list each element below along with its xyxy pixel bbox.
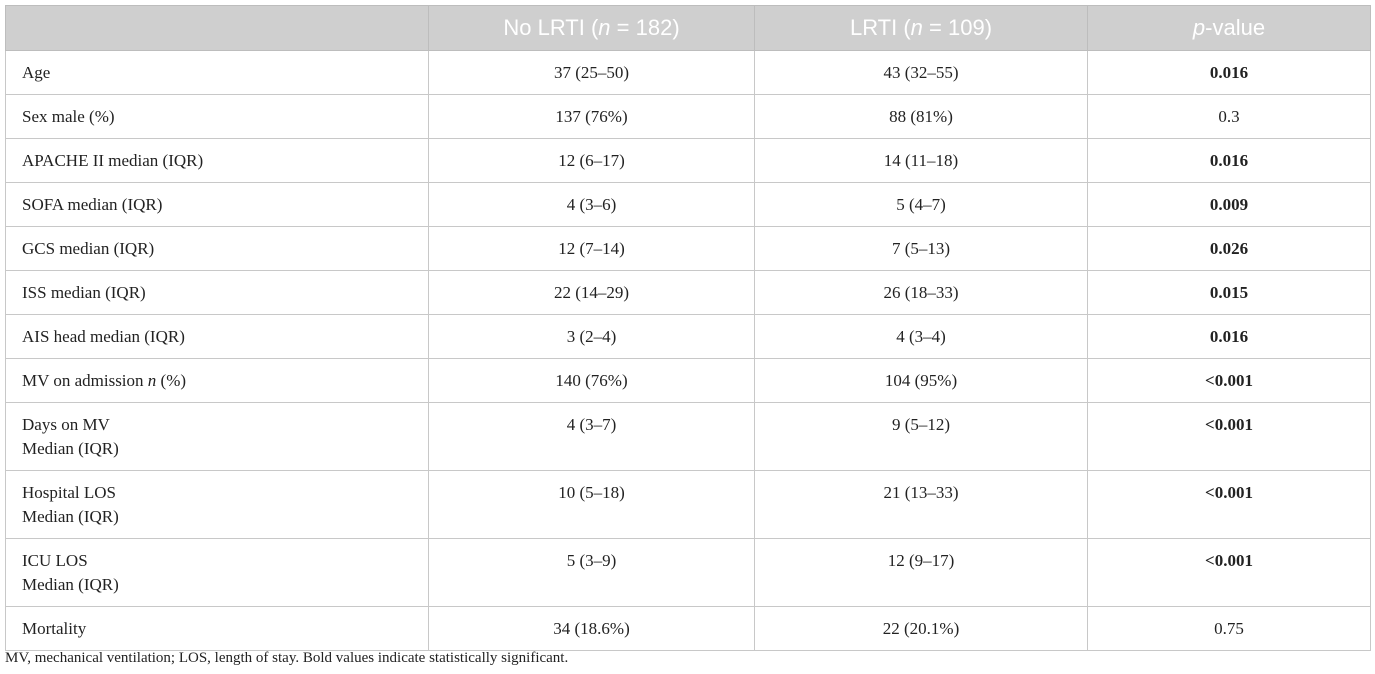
lrti-value: 43 (32–55)	[754, 50, 1088, 95]
table-row: SOFA median (IQR) 4 (3–6) 5 (4–7) 0.009	[5, 182, 1371, 227]
p-value: <0.001	[1087, 538, 1371, 607]
row-label-cell: Mortality	[5, 606, 429, 651]
row-label: Sex male (%)	[22, 107, 115, 126]
p-value: <0.001	[1087, 358, 1371, 403]
header-text: = 109)	[922, 15, 993, 40]
row-label: Median (IQR)	[22, 575, 119, 594]
table-row: Days on MV Median (IQR) 4 (3–7) 9 (5–12) <0.…	[5, 402, 1371, 471]
p-value: 0.016	[1087, 314, 1371, 359]
header-cell-p-value: p-value	[1087, 5, 1371, 51]
header-cell-lrti: LRTI (n = 109)	[754, 5, 1088, 51]
table-row: MV on admission n (%) 140 (76%) 104 (95%) <…	[5, 358, 1371, 403]
table-footnote: MV, mechanical ventilation; LOS, length …	[5, 650, 569, 666]
table-row: Hospital LOS Median (IQR) 10 (5–18) 21 (13–…	[5, 470, 1371, 539]
no-lrti-value: 4 (3–6)	[428, 182, 755, 227]
row-label-cell: Hospital LOS Median (IQR)	[5, 470, 429, 539]
row-label: APACHE II median (IQR)	[22, 151, 204, 170]
p-value: 0.016	[1087, 138, 1371, 183]
table-row: Mortality 34 (18.6%) 22 (20.1%) 0.75	[5, 606, 1371, 651]
lrti-value: 14 (11–18)	[754, 138, 1088, 183]
row-label: GCS median (IQR)	[22, 239, 155, 258]
table-body: Age 37 (25–50) 43 (32–55) 0.016 Sex male (%)…	[5, 50, 1371, 651]
row-label: Age	[22, 63, 51, 82]
row-label: ISS median (IQR)	[22, 283, 146, 302]
row-label: Hospital LOS	[22, 483, 116, 502]
row-label-cell: Sex male (%)	[5, 94, 429, 139]
lrti-value: 4 (3–4)	[754, 314, 1088, 359]
row-label-cell: GCS median (IQR)	[5, 226, 429, 271]
header-text: -value	[1205, 15, 1266, 40]
p-value: 0.3	[1087, 94, 1371, 139]
row-label: ICU LOS	[22, 551, 88, 570]
row-label-cell: AIS head median (IQR)	[5, 314, 429, 359]
row-label-cell: APACHE II median (IQR)	[5, 138, 429, 183]
lrti-value: 5 (4–7)	[754, 182, 1088, 227]
no-lrti-value: 10 (5–18)	[428, 470, 755, 539]
table-row: Age 37 (25–50) 43 (32–55) 0.016	[5, 50, 1371, 95]
header-cell-label	[5, 5, 429, 51]
lrti-value: 21 (13–33)	[754, 470, 1088, 539]
no-lrti-value: 140 (76%)	[428, 358, 755, 403]
header-text: LRTI (	[849, 15, 911, 40]
table-row: AIS head median (IQR) 3 (2–4) 4 (3–4) 0.016	[5, 314, 1371, 359]
table-row: ISS median (IQR) 22 (14–29) 26 (18–33) 0.01…	[5, 270, 1371, 315]
lrti-value: 22 (20.1%)	[754, 606, 1088, 651]
row-label-cell: ICU LOS Median (IQR)	[5, 538, 429, 607]
no-lrti-value: 137 (76%)	[428, 94, 755, 139]
header-italic: p	[1192, 15, 1206, 40]
header-italic: n	[910, 15, 923, 40]
no-lrti-value: 5 (3–9)	[428, 538, 755, 607]
no-lrti-value: 3 (2–4)	[428, 314, 755, 359]
row-label-cell: MV on admission n (%)	[5, 358, 429, 403]
row-label: Mortality	[22, 619, 87, 638]
table-header-row: No LRTI (n = 182) LRTI (n = 109) p-value	[5, 5, 1371, 51]
row-label-cell: ISS median (IQR)	[5, 270, 429, 315]
row-label: Days on MV	[22, 415, 110, 434]
row-label: Median (IQR)	[22, 439, 119, 458]
lrti-value: 88 (81%)	[754, 94, 1088, 139]
p-value: 0.015	[1087, 270, 1371, 315]
data-table: No LRTI (n = 182) LRTI (n = 109) p-value…	[5, 5, 1371, 651]
no-lrti-value: 22 (14–29)	[428, 270, 755, 315]
row-label-cell: Age	[5, 50, 429, 95]
row-label: MV on admission n (%)	[22, 371, 187, 390]
table-row: ICU LOS Median (IQR) 5 (3–9) 12 (9–17) <0.00…	[5, 538, 1371, 607]
p-value: 0.026	[1087, 226, 1371, 271]
row-label-cell: SOFA median (IQR)	[5, 182, 429, 227]
no-lrti-value: 34 (18.6%)	[428, 606, 755, 651]
row-label-cell: Days on MV Median (IQR)	[5, 402, 429, 471]
no-lrti-value: 4 (3–7)	[428, 402, 755, 471]
p-value: 0.75	[1087, 606, 1371, 651]
lrti-value: 9 (5–12)	[754, 402, 1088, 471]
row-label: SOFA median (IQR)	[22, 195, 163, 214]
header-cell-no-lrti: No LRTI (n = 182)	[428, 5, 755, 51]
p-value: 0.009	[1087, 182, 1371, 227]
lrti-value: 12 (9–17)	[754, 538, 1088, 607]
lrti-value: 7 (5–13)	[754, 226, 1088, 271]
lrti-value: 26 (18–33)	[754, 270, 1088, 315]
no-lrti-value: 12 (6–17)	[428, 138, 755, 183]
lrti-value: 104 (95%)	[754, 358, 1088, 403]
header-text: No LRTI (	[503, 15, 599, 40]
header-text: = 182)	[610, 15, 680, 40]
row-label: AIS head median (IQR)	[22, 327, 185, 346]
row-label: Median (IQR)	[22, 507, 119, 526]
p-value: <0.001	[1087, 470, 1371, 539]
header-italic: n	[598, 15, 611, 40]
no-lrti-value: 12 (7–14)	[428, 226, 755, 271]
table-row: Sex male (%) 137 (76%) 88 (81%) 0.3	[5, 94, 1371, 139]
p-value: <0.001	[1087, 402, 1371, 471]
p-value: 0.016	[1087, 50, 1371, 95]
table-row: GCS median (IQR) 12 (7–14) 7 (5–13) 0.026	[5, 226, 1371, 271]
table-row: APACHE II median (IQR) 12 (6–17) 14 (11–18…	[5, 138, 1371, 183]
no-lrti-value: 37 (25–50)	[428, 50, 755, 95]
